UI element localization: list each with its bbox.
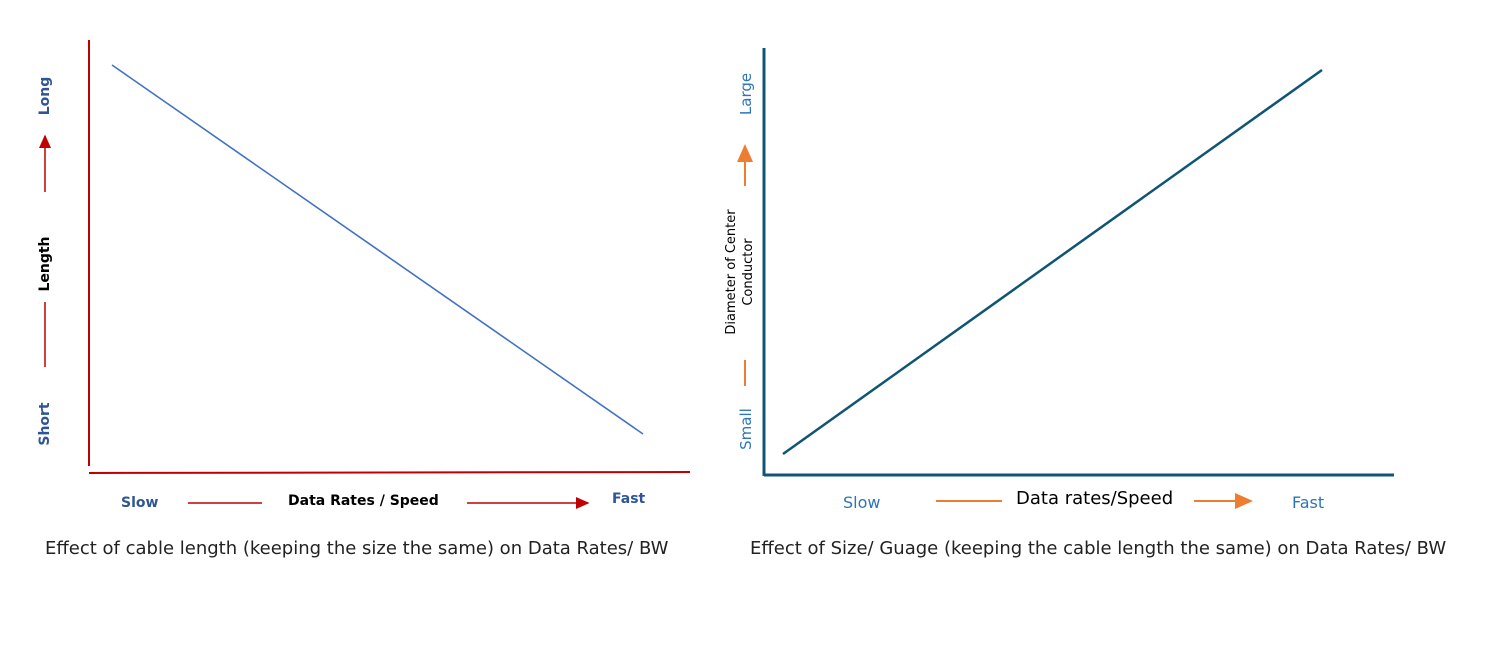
right-y-start-label: Small bbox=[737, 408, 755, 450]
right-x-start-label: Slow bbox=[843, 493, 881, 512]
right-chart-caption: Effect of Size/ Guage (keeping the cable… bbox=[750, 538, 1447, 559]
right-y-axis-label-line2: Conductor bbox=[741, 238, 756, 306]
right-y-end-label: Large bbox=[737, 72, 755, 116]
right-chart-svg bbox=[737, 48, 1394, 509]
left-chart-panel: Long Length Short Slow Data Rates / Spee… bbox=[0, 0, 740, 669]
right-x-end-label: Fast bbox=[1292, 493, 1325, 512]
right-x-axis-label: Data rates/Speed bbox=[1016, 488, 1174, 509]
left-x-axis-label: Data Rates / Speed bbox=[288, 493, 439, 509]
right-chart-panel: Large Diameter of Center Conductor Small… bbox=[724, 0, 1500, 669]
left-trend-line bbox=[111, 64, 644, 435]
left-x-axis bbox=[88, 471, 691, 474]
left-x-start-label: Slow bbox=[121, 495, 159, 511]
left-chart-svg bbox=[39, 40, 691, 509]
left-y-end-label: Long bbox=[37, 76, 53, 116]
left-chart-caption: Effect of cable length (keeping the size… bbox=[45, 538, 669, 559]
right-y-axis-label: Diameter of Center Conductor bbox=[723, 202, 757, 342]
left-x-end-label: Fast bbox=[612, 491, 646, 507]
right-y-axis-label-line1: Diameter of Center bbox=[724, 209, 739, 335]
right-trend-line bbox=[782, 68, 1323, 456]
left-y-start-label: Short bbox=[37, 402, 53, 446]
left-y-axis-label: Length bbox=[37, 236, 53, 292]
